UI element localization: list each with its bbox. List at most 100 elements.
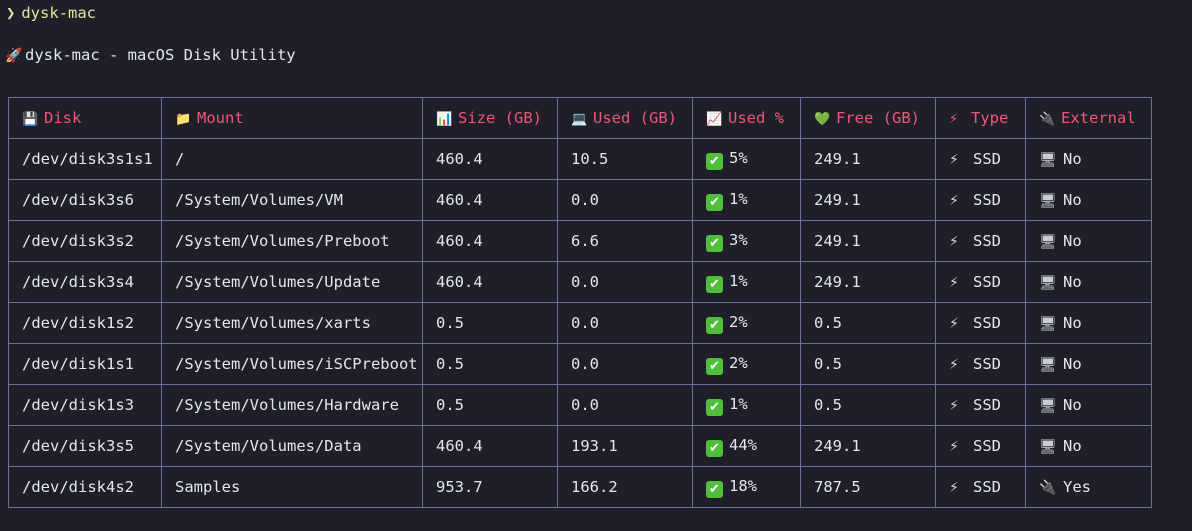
- size-value: 460.4: [436, 150, 483, 168]
- column-header-label: Mount: [197, 109, 244, 127]
- disk-value: /dev/disk3s4: [22, 273, 134, 291]
- free-value: 249.1: [814, 150, 861, 168]
- size-cell: 460.4: [422, 179, 558, 221]
- type-cell: ⚡ SSD: [935, 179, 1026, 221]
- table-header-row: 💾 Disk 📁 Mount 📊 Size (GB) 💻 Used (GB) 📈 Used % 💚 F…: [8, 97, 1152, 139]
- type-value: SSD: [973, 355, 1001, 373]
- disk-cell: /dev/disk1s1: [8, 343, 162, 385]
- floppy-disk-icon: 💾: [22, 112, 39, 127]
- used-value: 0.0: [571, 314, 599, 332]
- used-cell: 0.0: [557, 384, 693, 426]
- used-value: 0.0: [571, 396, 599, 414]
- disk-value: /dev/disk1s2: [22, 314, 134, 332]
- disk-cell: /dev/disk4s2: [8, 466, 162, 508]
- chart-increasing-icon: 📈: [706, 112, 723, 127]
- shell-prompt: ❯ dysk-mac: [6, 1, 96, 25]
- external-cell: 🔌 Yes: [1025, 466, 1152, 508]
- plug-icon: 🔌: [1039, 480, 1057, 496]
- used-pct-value: 3%: [729, 230, 748, 249]
- lightning-icon: ⚡: [949, 357, 959, 373]
- type-cell: ⚡ SSD: [935, 302, 1026, 344]
- table-row: /dev/disk1s3/System/Volumes/Hardware 0.5 0…: [8, 384, 1152, 426]
- used-pct-value: 2%: [729, 312, 748, 331]
- table-row: /dev/disk1s1/System/Volumes/iSCPreboot 0.…: [8, 343, 1152, 385]
- mount-cell: /System/Volumes/Data: [161, 425, 423, 467]
- size-cell: 460.4: [422, 261, 558, 303]
- size-cell: 460.4: [422, 138, 558, 180]
- free-value: 249.1: [814, 273, 861, 291]
- external-value: No: [1063, 232, 1082, 250]
- free-cell: 787.5: [800, 466, 936, 508]
- size-value: 0.5: [436, 396, 464, 414]
- used-pct-value: 18%: [729, 476, 757, 495]
- lightning-icon: ⚡: [949, 193, 959, 209]
- external-cell: 🖥 No: [1025, 261, 1152, 303]
- size-value: 460.4: [436, 273, 483, 291]
- disk-value: /dev/disk3s6: [22, 191, 134, 209]
- size-cell: 460.4: [422, 425, 558, 467]
- external-cell: 🖥 No: [1025, 138, 1152, 180]
- used-pct-value: 2%: [729, 353, 748, 372]
- external-value: Yes: [1063, 478, 1091, 496]
- used-pct-value: 5%: [729, 148, 748, 167]
- external-value: No: [1063, 191, 1082, 209]
- used-value: 0.0: [571, 355, 599, 373]
- free-value: 249.1: [814, 437, 861, 455]
- disk-cell: /dev/disk3s1s1: [8, 138, 162, 180]
- free-cell: 249.1: [800, 425, 936, 467]
- check-mark-icon: ✔: [706, 234, 723, 252]
- used-cell: 0.0: [557, 343, 693, 385]
- disk-cell: /dev/disk3s4: [8, 261, 162, 303]
- type-value: SSD: [973, 396, 1001, 414]
- disk-cell: /dev/disk3s5: [8, 425, 162, 467]
- table-row: /dev/disk3s5/System/Volumes/Data 460.4 193…: [8, 425, 1152, 467]
- type-cell: ⚡ SSD: [935, 343, 1026, 385]
- plug-icon: 🔌: [1039, 112, 1056, 127]
- type-value: SSD: [973, 191, 1001, 209]
- external-cell: 🖥 No: [1025, 220, 1152, 262]
- size-cell: 460.4: [422, 220, 558, 262]
- column-header-label: Free (GB): [836, 109, 920, 127]
- used-cell: 166.2: [557, 466, 693, 508]
- disk-value: /dev/disk3s5: [22, 437, 134, 455]
- free-cell: 0.5: [800, 384, 936, 426]
- free-cell: 249.1: [800, 138, 936, 180]
- app-heading: 🚀 dysk-mac - macOS Disk Utility: [5, 43, 296, 67]
- type-value: SSD: [973, 437, 1001, 455]
- free-value: 0.5: [814, 396, 842, 414]
- mount-value: /System/Volumes/Preboot: [175, 232, 390, 250]
- used-cell: 0.0: [557, 302, 693, 344]
- disk-value: /dev/disk3s1s1: [22, 150, 153, 168]
- green-heart-icon: 💚: [814, 112, 831, 127]
- free-value: 0.5: [814, 355, 842, 373]
- desktop-computer-icon: 🖥: [1039, 398, 1057, 414]
- used-pct-cell: ✔ 2%: [692, 302, 801, 344]
- free-cell: 0.5: [800, 343, 936, 385]
- type-cell: ⚡ SSD: [935, 425, 1026, 467]
- mount-value: /System/Volumes/Data: [175, 437, 362, 455]
- type-cell: ⚡ SSD: [935, 220, 1026, 262]
- table-row: /dev/disk3s6/System/Volumes/VM 460.4 0.0 ✔ 1…: [8, 179, 1152, 221]
- check-mark-icon: ✔: [706, 480, 723, 498]
- mount-cell: /System/Volumes/xarts: [161, 302, 423, 344]
- column-header-free-gb: 💚 Free (GB): [800, 97, 936, 139]
- column-header-external: 🔌 External: [1025, 97, 1152, 139]
- column-header-disk: 💾 Disk: [8, 97, 162, 139]
- disk-cell: /dev/disk3s6: [8, 179, 162, 221]
- check-mark-icon: ✔: [706, 439, 723, 457]
- mount-value: /System/Volumes/Hardware: [175, 396, 399, 414]
- external-cell: 🖥 No: [1025, 343, 1152, 385]
- check-mark-icon: ✔: [706, 193, 723, 211]
- external-cell: 🖥 No: [1025, 302, 1152, 344]
- used-pct-value: 1%: [729, 189, 748, 208]
- used-pct-cell: ✔ 1%: [692, 179, 801, 221]
- used-pct-value: 1%: [729, 394, 748, 413]
- external-value: No: [1063, 273, 1082, 291]
- column-header-label: Type: [971, 109, 1009, 127]
- size-cell: 0.5: [422, 343, 558, 385]
- size-cell: 0.5: [422, 302, 558, 344]
- mount-value: Samples: [175, 478, 241, 496]
- mount-cell: Samples: [161, 466, 423, 508]
- used-pct-cell: ✔ 18%: [692, 466, 801, 508]
- disk-table: 💾 Disk 📁 Mount 📊 Size (GB) 💻 Used (GB) 📈 Used % 💚 F…: [8, 97, 1152, 508]
